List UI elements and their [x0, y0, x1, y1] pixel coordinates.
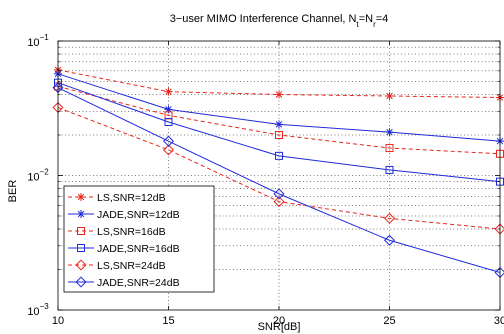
legend-entry: LS,SNR=16dB — [68, 226, 166, 238]
x-tick-label: 10 — [52, 315, 64, 327]
data-point — [275, 151, 283, 160]
data-point — [275, 120, 283, 129]
legend-entry: JADE,SNR=24dB — [68, 276, 180, 289]
y-tick-label: 10−2 — [27, 168, 49, 184]
legend-entry: JADE,SNR=16dB — [68, 243, 180, 255]
data-point — [385, 165, 394, 174]
data-point — [385, 144, 394, 153]
x-tick-label: 15 — [162, 315, 174, 327]
data-point — [273, 196, 285, 208]
series-line — [57, 107, 501, 230]
data-point — [383, 212, 396, 224]
y-tick-label: 10−3 — [27, 302, 49, 318]
legend-label: LS,SNR=24dB — [97, 260, 166, 272]
legend-marker — [75, 259, 87, 271]
series-5 — [52, 82, 504, 279]
series-layer — [52, 65, 504, 279]
chart-title: 3−user MIMO Interference Channel, Nt=Nr=… — [170, 13, 389, 29]
data-point — [164, 117, 173, 126]
data-point — [164, 87, 173, 96]
legend: LS,SNR=12dB JADE,SNR=12dB LS,SNR=16dB JADE,… — [63, 185, 215, 293]
data-point — [162, 135, 175, 147]
legend-box — [63, 185, 215, 293]
data-point — [275, 90, 283, 99]
data-point — [162, 144, 175, 156]
x-tick-label: 25 — [383, 315, 395, 327]
series-0 — [54, 65, 504, 102]
legend-label: LS,SNR=16dB — [97, 226, 166, 238]
x-tick-label: 30 — [494, 315, 504, 327]
series-line — [57, 87, 501, 273]
legend-entry: LS,SNR=12dB — [68, 192, 166, 204]
legend-marker — [75, 276, 87, 288]
legend-marker — [77, 244, 85, 252]
legend-entry: LS,SNR=24dB — [68, 259, 166, 272]
legend-marker — [77, 193, 85, 201]
data-point — [273, 188, 285, 200]
legend-label: JADE,SNR=16dB — [97, 243, 180, 255]
legend-marker — [77, 227, 85, 235]
legend-label: JADE,SNR=12dB — [97, 209, 180, 221]
data-point — [275, 131, 283, 140]
x-axis-label: SNR[dB] — [258, 321, 301, 333]
legend-marker — [77, 210, 85, 218]
series-line — [57, 85, 501, 155]
y-tick-label: 10−1 — [27, 33, 49, 49]
axes: 10 15 20 25 30 10−1 10−2 10−3 — [27, 33, 504, 327]
data-point — [385, 92, 394, 101]
legend-label: JADE,SNR=24dB — [97, 277, 180, 289]
y-axis-label: BER — [7, 180, 19, 203]
data-point — [385, 128, 394, 137]
data-point — [383, 234, 396, 246]
x-tick-label: 20 — [273, 315, 285, 327]
legend-label: LS,SNR=12dB — [97, 192, 166, 204]
legend-entry: JADE,SNR=12dB — [68, 209, 180, 221]
series-line — [57, 82, 501, 183]
